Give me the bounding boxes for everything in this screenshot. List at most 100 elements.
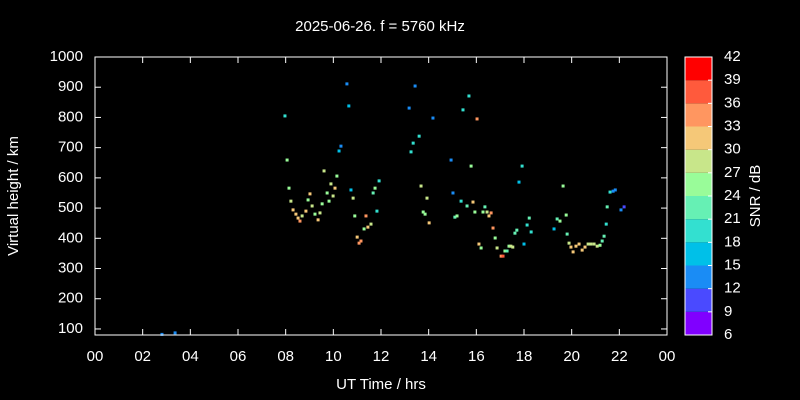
- data-point: [451, 191, 455, 195]
- data-point: [489, 211, 493, 215]
- data-point: [283, 114, 287, 118]
- data-point: [425, 196, 429, 200]
- data-point: [349, 188, 353, 192]
- colorbar-tick-label: 33: [724, 117, 741, 134]
- data-point: [555, 217, 559, 221]
- data-point: [287, 186, 291, 190]
- data-point: [409, 150, 413, 154]
- colorbar-swatch: [685, 103, 712, 127]
- data-point: [467, 94, 471, 98]
- data-point: [373, 186, 377, 190]
- data-point: [527, 216, 531, 220]
- data-point: [580, 248, 584, 252]
- y-tick-label: 100: [58, 320, 83, 337]
- data-point: [160, 332, 164, 336]
- data-point: [353, 214, 357, 218]
- data-point: [294, 212, 298, 216]
- data-point: [459, 199, 463, 203]
- data-point: [308, 192, 312, 196]
- data-point: [423, 212, 427, 216]
- data-point: [477, 242, 481, 246]
- y-tick-label: 800: [58, 108, 83, 125]
- data-point: [511, 245, 515, 249]
- data-point: [574, 244, 578, 248]
- data-point: [431, 116, 435, 120]
- colorbar-tick-label: 15: [724, 256, 741, 273]
- x-tick-label: 12: [373, 348, 390, 365]
- data-point: [291, 208, 295, 212]
- y-axis-label: Virtual height / km: [5, 136, 22, 256]
- data-point: [369, 222, 373, 226]
- data-point: [479, 246, 483, 250]
- data-point: [564, 213, 568, 217]
- data-point: [507, 244, 511, 248]
- x-tick-label: 10: [325, 348, 342, 365]
- data-point: [359, 239, 363, 243]
- data-point: [469, 164, 473, 168]
- colorbar-swatch: [685, 265, 712, 289]
- data-point: [605, 205, 609, 209]
- colorbar-swatch: [685, 126, 712, 150]
- x-tick-label: 00: [659, 348, 676, 365]
- data-point: [604, 222, 608, 226]
- data-point: [592, 242, 596, 246]
- data-point: [487, 214, 491, 218]
- x-tick-label: 02: [134, 348, 151, 365]
- data-point: [362, 227, 366, 231]
- data-point: [337, 149, 341, 153]
- colorbar-swatch: [685, 196, 712, 220]
- data-point: [419, 184, 423, 188]
- data-point: [316, 218, 320, 222]
- data-point: [471, 200, 475, 204]
- colorbar-tick-label: 30: [724, 141, 741, 158]
- colorbar-swatch: [685, 57, 712, 81]
- data-point: [505, 249, 509, 253]
- data-point: [481, 210, 485, 214]
- data-point: [619, 208, 623, 212]
- colorbar-tick-label: 18: [724, 233, 741, 250]
- data-point: [517, 180, 521, 184]
- data-point: [455, 214, 459, 218]
- data-point: [567, 241, 571, 245]
- data-point: [289, 199, 293, 203]
- x-tick-label: 22: [611, 348, 628, 365]
- colorbar-swatch: [685, 219, 712, 243]
- data-point: [318, 211, 322, 215]
- data-point: [558, 219, 562, 223]
- colorbar-label: SNR / dB: [747, 165, 764, 228]
- colorbar-tick-label: 24: [724, 187, 741, 204]
- data-point: [413, 84, 417, 88]
- data-point: [473, 210, 477, 214]
- data-point: [173, 331, 177, 335]
- y-tick-label: 500: [58, 199, 83, 216]
- data-point: [377, 179, 381, 183]
- data-point: [503, 249, 507, 253]
- x-tick-label: 04: [182, 348, 199, 365]
- colorbar-tick-label: 36: [724, 94, 741, 111]
- colorbar-swatch: [685, 242, 712, 266]
- data-point: [421, 210, 425, 214]
- data-point: [586, 242, 590, 246]
- data-point: [611, 189, 615, 193]
- data-point: [411, 141, 415, 145]
- data-point: [577, 242, 581, 246]
- data-point: [306, 198, 310, 202]
- y-tick-label: 900: [58, 78, 83, 95]
- data-point: [366, 225, 370, 229]
- data-point: [600, 239, 604, 243]
- data-point: [483, 205, 487, 209]
- data-point: [345, 82, 349, 86]
- data-point: [357, 241, 361, 245]
- colorbar-tick-label: 27: [724, 164, 741, 181]
- y-tick-label: 400: [58, 229, 83, 246]
- data-point: [331, 194, 335, 198]
- x-tick-label: 14: [420, 348, 437, 365]
- data-point: [552, 227, 556, 231]
- data-point: [371, 191, 375, 195]
- x-tick-label: 18: [516, 348, 533, 365]
- colorbar-tick-label: 21: [724, 210, 741, 227]
- y-tick-label: 300: [58, 259, 83, 276]
- data-point: [407, 106, 411, 110]
- y-tick-label: 600: [58, 169, 83, 186]
